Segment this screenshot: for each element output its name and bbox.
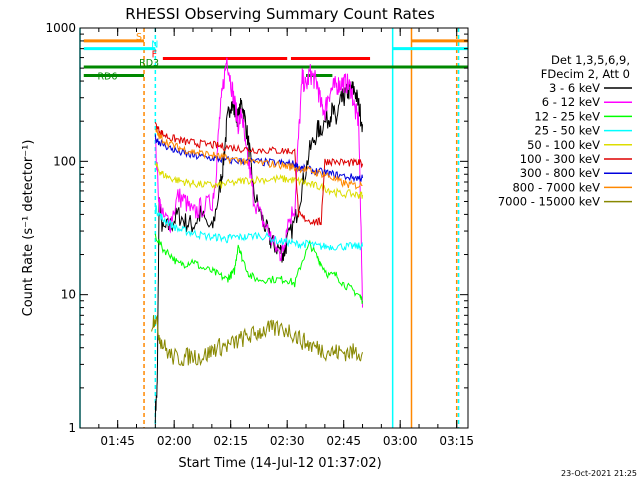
y-axis: 1 10 100 1000 <box>45 21 468 435</box>
legend-entry-label: 6 - 12 keV <box>542 95 600 109</box>
y-tick-label: 10 <box>61 288 76 302</box>
legend-header-line-1: Det 1,3,5,6,9, <box>551 53 630 67</box>
y-tick-label: 1 <box>68 421 76 435</box>
x-tick-label: 02:15 <box>213 434 248 448</box>
flag-label-s: S <box>136 32 142 43</box>
x-tick-label: 02:00 <box>157 434 192 448</box>
flag-label-f: F <box>152 50 157 61</box>
legend-entry-label: 800 - 7000 keV <box>512 180 600 194</box>
legend-entry-label: 25 - 50 keV <box>534 124 600 138</box>
series-line <box>154 81 363 424</box>
x-tick-label: 02:30 <box>270 434 305 448</box>
series-line <box>154 205 363 251</box>
legend-entry-label: 7000 - 15000 keV <box>498 195 600 209</box>
legend-header-line-2: FDecim 2, Att 0 <box>541 67 630 81</box>
x-tick-label: 03:00 <box>383 434 418 448</box>
series-line <box>154 233 363 304</box>
legend-entry-label: 12 - 25 keV <box>534 109 600 123</box>
y-tick-label: 1000 <box>45 21 76 35</box>
y-axis-label: Count Rate (s⁻¹ detector⁻¹) <box>21 140 36 317</box>
flag-label-rd6: RD6 <box>97 72 117 83</box>
series-line <box>151 314 363 367</box>
legend-entry-label: 300 - 800 keV <box>520 166 600 180</box>
series-line <box>154 122 363 227</box>
legend-entry-label: 3 - 6 keV <box>549 81 600 95</box>
flag-label-n: N <box>151 40 158 51</box>
plot-frame <box>79 27 469 429</box>
x-tick-label: 01:45 <box>100 434 135 448</box>
series-line <box>154 161 363 199</box>
x-tick-label: 03:15 <box>439 434 474 448</box>
legend-entry-label: 50 - 100 keV <box>527 138 600 152</box>
series-line <box>154 57 363 308</box>
flag-label-rd3: RD3 <box>139 58 159 69</box>
series-line <box>155 128 363 190</box>
chart-title: RHESSI Observing Summary Count Rates <box>125 5 435 23</box>
legend-entry-label: 100 - 300 keV <box>520 152 600 166</box>
x-axis: 01:45 02:00 02:15 02:30 02:45 03:00 03:15 <box>98 28 474 448</box>
x-tick-label: 02:45 <box>326 434 361 448</box>
x-axis-label: Start Time (14-Jul-12 01:37:02) <box>178 456 381 471</box>
footer-timestamp: 23-Oct-2021 21:25 <box>561 469 637 478</box>
y-tick-label: 100 <box>53 154 76 168</box>
